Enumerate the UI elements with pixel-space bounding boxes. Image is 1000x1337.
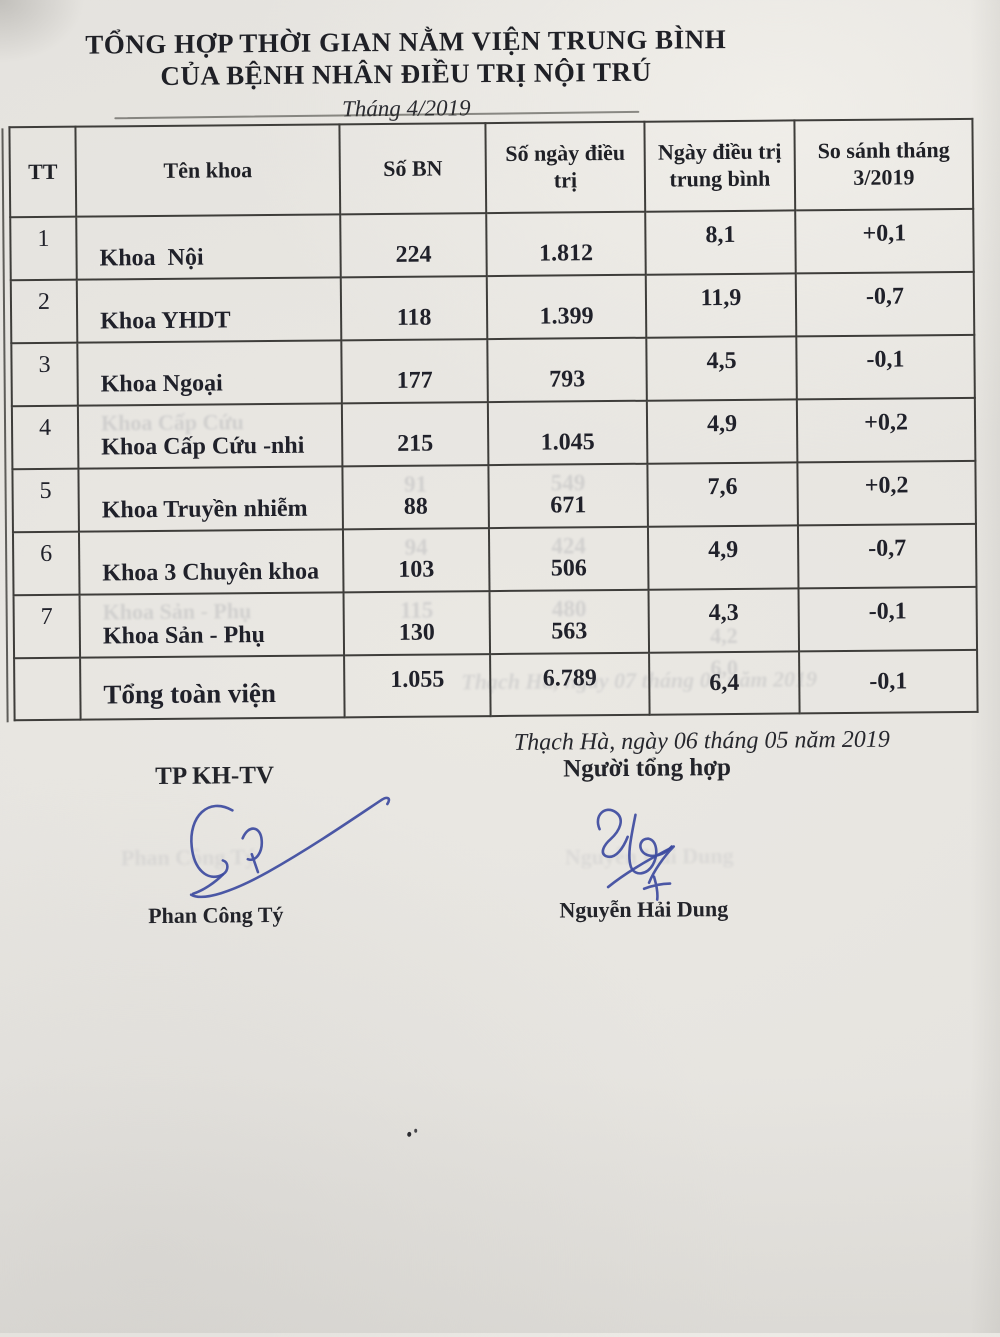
treatment-days: 480 563: [489, 589, 650, 655]
table-header-row: TT Tên khoa Số BN Số ngày điều trị Ngày …: [9, 118, 974, 218]
table-total-row: Tổng toàn viện 1.055 Thạch Hà, ngày 07 t…: [14, 649, 978, 721]
right-signer-name: Nguyễn Hải Dung: [559, 896, 729, 923]
ink-mark: [414, 1128, 418, 1133]
row-number: 4: [11, 405, 79, 470]
total-patient-count: 1.055: [344, 654, 491, 718]
col-header-so-sanh: So sánh tháng 3/2019: [794, 118, 974, 211]
col-header-ten-khoa: Tên khoa: [75, 124, 341, 217]
comparison-value: -0,1: [796, 334, 975, 400]
comparison-value: +0,2: [797, 460, 976, 526]
right-signature-role: Người tổng hợp: [563, 753, 732, 783]
empty-cell: [14, 657, 81, 721]
average-days: 4,9: [646, 399, 798, 464]
table-row: 6 Khoa 3 Chuyên khoa 94 103 424 506 4,9 -0…: [12, 523, 977, 596]
table-row: 7 Khoa Sản - Phụ Khoa Sản - Phụ 115 130 48…: [13, 586, 978, 659]
treatment-days: 793: [487, 337, 647, 403]
patient-count: 215: [341, 402, 489, 467]
row-number: 1: [10, 216, 77, 281]
department-name: Khoa Cấp Cứu Khoa Cấp Cứu -nhi: [77, 403, 343, 469]
department-name: Khoa Ngoại: [77, 340, 342, 406]
total-label: Tổng toàn viện: [80, 655, 345, 720]
total-average-days: 6,0 6,4: [649, 651, 800, 715]
total-treatment-days: Thạch Hà, ngày 07 tháng 04 năm 2019 6.789: [461, 652, 817, 717]
average-days: 7,6: [647, 462, 798, 527]
treatment-days: 424 506: [488, 526, 649, 592]
comparison-value: -0,7: [797, 523, 977, 589]
col-header-tt: TT: [9, 126, 77, 218]
comparison-value: -0,7: [795, 271, 975, 337]
department-name: Khoa YHDT: [76, 277, 342, 343]
bleed-through-text: Khoa Cấp Cứu: [100, 409, 244, 436]
treatment-days: 1.045: [487, 400, 648, 466]
department-name: Khoa Nội: [76, 214, 341, 280]
table-row: 4 Khoa Cấp Cứu Khoa Cấp Cứu -nhi 215 1.04…: [11, 397, 976, 470]
treatment-days: 1.399: [486, 274, 647, 340]
col-header-so-ngay: Số ngày điều trị: [485, 121, 646, 214]
table-row: 3 Khoa Ngoại 177 793 4,5 -0,1: [11, 334, 975, 407]
table-left-double-border: [1, 128, 9, 723]
department-name: Khoa Sản - Phụ Khoa Sản - Phụ: [79, 592, 345, 658]
comparison-value: -0,1: [798, 586, 978, 652]
col-header-so-bn: Số BN: [339, 123, 487, 215]
average-days: 4,9: [647, 525, 799, 590]
place-date-line: Thạch Hà, ngày 06 tháng 05 năm 2019: [513, 726, 890, 756]
treatment-days: 1.812: [486, 211, 646, 277]
patient-count: 115 130: [343, 591, 491, 656]
bleed-through-text: Nguyễn Hải Dung: [564, 842, 734, 870]
row-number: 5: [12, 468, 79, 533]
average-days: 11,9: [645, 273, 797, 338]
average-days: 8,1: [645, 210, 796, 275]
row-number: 7: [13, 594, 81, 659]
row-number: 2: [10, 279, 78, 344]
average-days: 4,5: [646, 336, 797, 401]
summary-table: TT Tên khoa Số BN Số ngày điều trị Ngày …: [1, 118, 978, 723]
department-name: Khoa 3 Chuyên khoa: [78, 529, 344, 595]
treatment-days: 549 671: [488, 463, 648, 529]
total-comparison-value: -0,1: [799, 649, 978, 714]
patient-count: 118: [340, 276, 488, 341]
patient-count: 224: [340, 213, 487, 278]
bleed-through-text: Phan Công Tý: [120, 844, 257, 871]
patient-count: 91 88: [342, 465, 489, 530]
bleed-through-text: 4,2: [710, 622, 738, 649]
row-number: 3: [11, 342, 78, 407]
patient-count: 94 103: [342, 528, 490, 593]
document-title: TỔNG HỢP THỜI GIAN NẰM VIỆN TRUNG BÌNH C…: [0, 23, 816, 125]
row-number: 6: [12, 531, 80, 596]
table-row: 5 Khoa Truyền nhiễm 91 88 549 671 7,6 +0,2: [12, 460, 976, 533]
table-row: 2 Khoa YHDT 118 1.399 11,9 -0,7: [10, 271, 975, 344]
table-row: 1 Khoa Nội 224 1.812 8,1 +0,1: [10, 208, 974, 281]
ink-mark: [406, 1131, 412, 1138]
comparison-value: +0,2: [796, 397, 976, 463]
left-signature-role: TP KH-TV: [155, 761, 275, 791]
average-stay-table: TT Tên khoa Số BN Số ngày điều trị Ngày …: [8, 118, 978, 721]
left-signer-name: Phan Công Tý: [148, 901, 284, 929]
department-name: Khoa Truyền nhiễm: [78, 466, 343, 532]
col-header-trung-binh: Ngày điều trị trung bình: [644, 120, 796, 212]
comparison-value: +0,1: [795, 208, 974, 274]
patient-count: 177: [341, 339, 488, 404]
average-days: 4,2 4,3: [648, 588, 800, 653]
